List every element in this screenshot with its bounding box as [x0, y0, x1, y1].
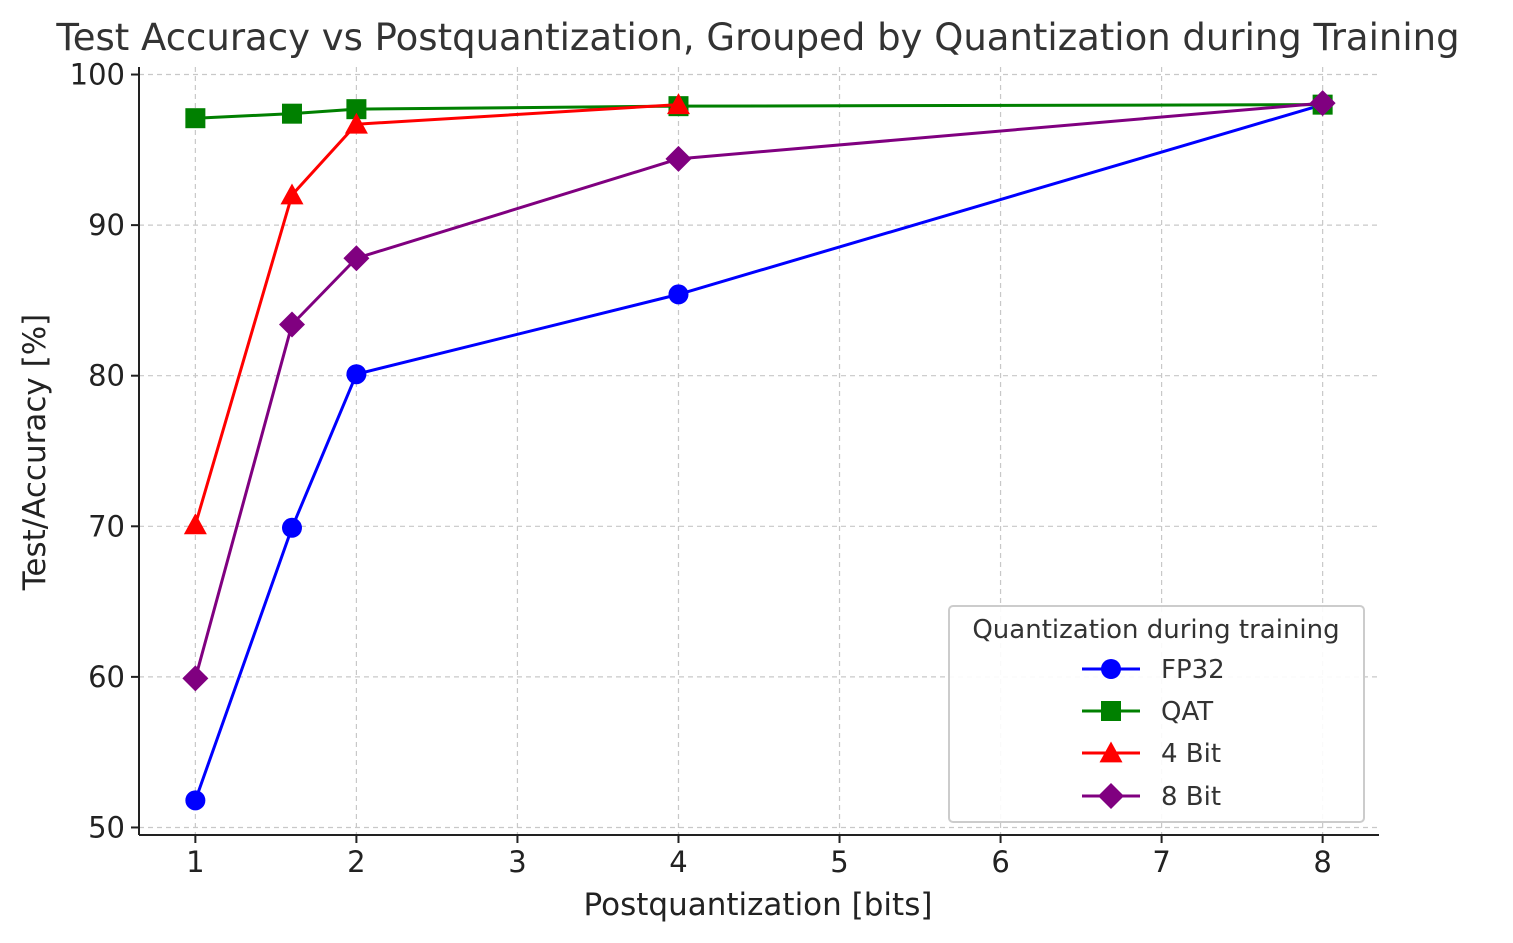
legend-marker: [1101, 701, 1121, 721]
y-tick-label: 90: [88, 208, 125, 242]
data-point: [346, 99, 367, 120]
data-point: [346, 364, 367, 385]
data-point: [281, 517, 302, 538]
legend-label: QAT: [1161, 697, 1213, 727]
x-tick-label: 2: [347, 845, 365, 879]
x-axis-label: Postquantization [bits]: [584, 887, 933, 923]
legend-entries: FP32 QAT 4 Bit 8 Bit: [1082, 655, 1225, 812]
legend-label: 4 Bit: [1161, 739, 1221, 769]
legend-label: 8 Bit: [1161, 782, 1221, 812]
series-8-bit: [182, 90, 1336, 692]
data-point: [280, 183, 304, 205]
x-tick-label: 7: [1152, 845, 1170, 879]
y-axis-label: Test/Accuracy [%]: [17, 314, 53, 592]
y-tick-label: 80: [88, 359, 125, 393]
data-point: [185, 790, 206, 811]
data-point: [281, 103, 302, 124]
legend: Quantization during training FP32 QAT 4 Bi…: [948, 605, 1365, 823]
x-tick-label: 1: [186, 845, 204, 879]
data-point: [182, 665, 209, 692]
legend-frame: [948, 605, 1365, 823]
legend-marker: [1101, 659, 1121, 679]
y-tick-label: 70: [88, 509, 125, 543]
legend-marker: [1099, 741, 1123, 763]
legend-title: Quantization during training: [972, 615, 1339, 645]
legend-entry: QAT: [1082, 697, 1213, 727]
x-tick-label: 8: [1313, 845, 1331, 879]
data-point: [668, 284, 689, 305]
series: [182, 90, 1336, 811]
legend-entry: 8 Bit: [1082, 782, 1221, 812]
data-point: [185, 108, 206, 129]
legend-label: FP32: [1161, 655, 1225, 685]
axes: 1 2 3 4 5 6 7 8 50 60 70 80 90 100: [70, 58, 1379, 879]
series-4-bit: [183, 93, 690, 535]
data-point: [1309, 90, 1336, 117]
y-tick-label: 100: [70, 58, 125, 92]
y-tick-label: 60: [88, 660, 125, 694]
legend-entry: 4 Bit: [1082, 739, 1221, 769]
series-line: [193, 101, 1323, 679]
x-tick-label: 5: [830, 845, 848, 879]
data-point: [666, 93, 690, 115]
x-tick-label: 4: [669, 845, 687, 879]
x-tick-label: 6: [991, 845, 1009, 879]
data-point: [278, 311, 305, 338]
chart-title: Test Accuracy vs Postquantization, Group…: [55, 16, 1459, 59]
legend-entry: FP32: [1082, 655, 1225, 685]
data-point: [344, 112, 368, 134]
x-tick-label: 3: [508, 845, 526, 879]
data-point: [343, 245, 370, 272]
data-point: [183, 513, 207, 535]
y-tick-label: 50: [88, 810, 125, 844]
data-point: [665, 145, 692, 172]
series-line: [193, 103, 679, 526]
legend-marker: [1098, 783, 1124, 809]
